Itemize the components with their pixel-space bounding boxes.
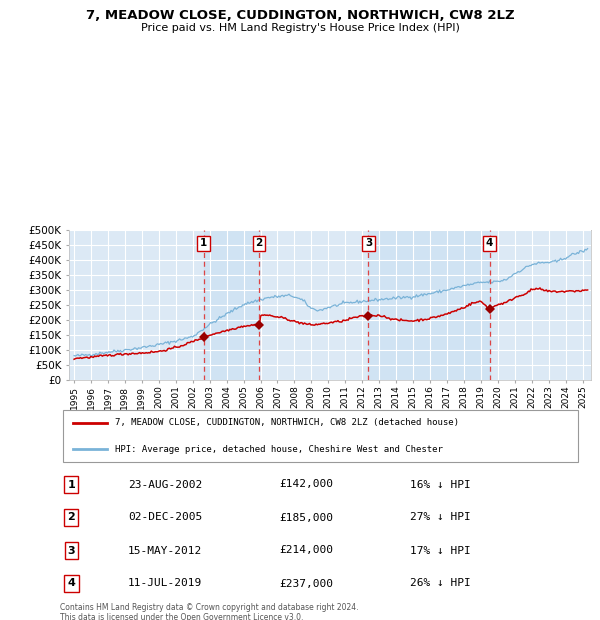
Text: Price paid vs. HM Land Registry's House Price Index (HPI): Price paid vs. HM Land Registry's House … (140, 23, 460, 33)
Text: 1: 1 (200, 239, 207, 249)
Text: 7, MEADOW CLOSE, CUDDINGTON, NORTHWICH, CW8 2LZ: 7, MEADOW CLOSE, CUDDINGTON, NORTHWICH, … (86, 9, 514, 22)
Text: 4: 4 (68, 578, 76, 588)
Text: £214,000: £214,000 (279, 546, 333, 556)
FancyBboxPatch shape (62, 410, 578, 462)
Text: HPI: Average price, detached house, Cheshire West and Chester: HPI: Average price, detached house, Ches… (115, 445, 443, 454)
Text: £237,000: £237,000 (279, 578, 333, 588)
Bar (203, 230, 259, 380)
Text: This data is licensed under the Open Government Licence v3.0.: This data is licensed under the Open Gov… (60, 613, 304, 620)
Bar (368, 230, 490, 380)
Text: 3: 3 (68, 546, 75, 556)
Text: 4: 4 (486, 239, 493, 249)
Text: 2: 2 (68, 513, 76, 523)
Text: 15-MAY-2012: 15-MAY-2012 (128, 546, 202, 556)
Text: £142,000: £142,000 (279, 479, 333, 490)
Text: £185,000: £185,000 (279, 513, 333, 523)
Text: 11-JUL-2019: 11-JUL-2019 (128, 578, 202, 588)
Text: 27% ↓ HPI: 27% ↓ HPI (410, 513, 470, 523)
Text: 23-AUG-2002: 23-AUG-2002 (128, 479, 202, 490)
Text: 02-DEC-2005: 02-DEC-2005 (128, 513, 202, 523)
Text: 16% ↓ HPI: 16% ↓ HPI (410, 479, 470, 490)
Text: 7, MEADOW CLOSE, CUDDINGTON, NORTHWICH, CW8 2LZ (detached house): 7, MEADOW CLOSE, CUDDINGTON, NORTHWICH, … (115, 418, 459, 427)
Text: 2: 2 (256, 239, 263, 249)
Text: 17% ↓ HPI: 17% ↓ HPI (410, 546, 470, 556)
Text: 26% ↓ HPI: 26% ↓ HPI (410, 578, 470, 588)
Text: Contains HM Land Registry data © Crown copyright and database right 2024.: Contains HM Land Registry data © Crown c… (60, 603, 359, 612)
Text: 3: 3 (365, 239, 372, 249)
Text: 1: 1 (68, 479, 76, 490)
